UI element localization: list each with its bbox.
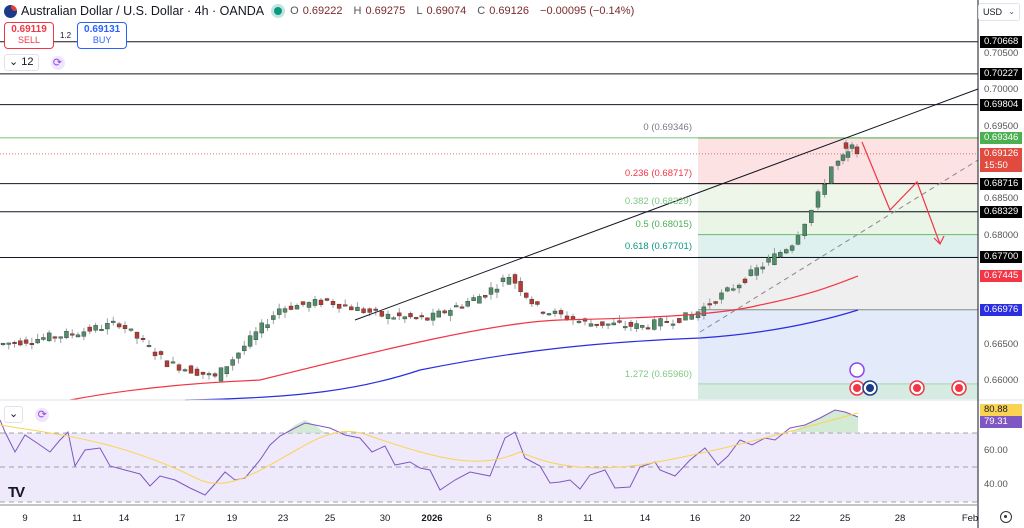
- time-tick: 2026: [421, 513, 443, 524]
- ohlc-values: O 0.69222 H 0.69275 L 0.69074 C 0.69126 −0.0…: [290, 5, 635, 17]
- time-tick: 25: [324, 513, 336, 524]
- time-tick: 22: [789, 513, 801, 524]
- time-tick: Feb: [961, 513, 979, 524]
- fib-zone: [698, 234, 978, 258]
- high-value: 0.69275: [365, 5, 406, 17]
- fib-level-label: 0 (0.69346): [643, 122, 692, 133]
- fib-level-label: 1.272 (0.65960): [624, 369, 692, 380]
- price-badge: 0.70668: [980, 35, 1022, 48]
- time-tick: 6: [486, 513, 492, 524]
- fib-level-label: 0.236 (0.68717): [624, 168, 692, 179]
- fib-zone: [698, 183, 978, 212]
- price-badge: 0.68716: [980, 177, 1022, 190]
- price-tick: 0.70500: [984, 48, 1019, 59]
- trade-panel: 0.69119 SELL 1.2 0.69131 BUY: [4, 22, 128, 49]
- price-tick: 0.66000: [984, 375, 1019, 386]
- rsi-line: [0, 409, 859, 496]
- time-tick: 17: [174, 513, 186, 524]
- economic-event-icon[interactable]: [862, 380, 878, 396]
- rsi-axis-label: 60.00: [984, 445, 1008, 456]
- economic-event-icon[interactable]: [909, 380, 925, 396]
- sell-label: SELL: [17, 35, 41, 45]
- rsi-axis-label: 79.31: [980, 416, 1022, 428]
- indicator-toolbar: ⌄ 12 ⟳: [4, 54, 65, 71]
- time-tick: 20: [739, 513, 751, 524]
- price-badge: 0.69804: [980, 98, 1022, 111]
- dashed-trend-line: [699, 159, 979, 333]
- time-tick: 9: [22, 513, 28, 524]
- economic-event-icon[interactable]: [849, 380, 865, 396]
- indicators-collapse-button[interactable]: ⌄ 12: [4, 54, 39, 71]
- ma-blue-line: [184, 309, 859, 401]
- fib-zone: [698, 309, 978, 384]
- rsi-sync-icon[interactable]: ⟳: [35, 407, 50, 422]
- currency-selector[interactable]: USD ⌄: [978, 3, 1020, 21]
- price-tick: 0.69500: [984, 120, 1019, 132]
- fib-level-label: 0.5 (0.68015): [635, 219, 692, 230]
- symbol-title[interactable]: Australian Dollar / U.S. Dollar · 4h · O…: [21, 4, 265, 18]
- buy-button[interactable]: 0.69131 BUY: [77, 22, 128, 49]
- open-value: 0.69222: [302, 5, 343, 17]
- price-tick: 0.68000: [984, 229, 1019, 241]
- aud-usd-flag-icon: [4, 4, 17, 18]
- rsi-axis-label: 80.88: [980, 404, 1022, 416]
- price-badge: 0.66976: [980, 304, 1022, 317]
- rsi-collapse-button[interactable]: ⌄: [4, 406, 24, 423]
- settings-gear-icon[interactable]: [1000, 511, 1012, 523]
- time-tick: 8: [537, 513, 543, 524]
- close-value: 0.69126: [489, 5, 529, 17]
- tradingview-logo[interactable]: TV: [8, 484, 25, 501]
- rsi-toolbar: ⌄ ⟳: [4, 406, 50, 423]
- buy-label: BUY: [92, 35, 112, 45]
- fib-zone: [698, 383, 978, 400]
- sync-icon[interactable]: ⟳: [50, 55, 65, 70]
- price-badge: 0.67700: [980, 251, 1022, 264]
- price-tick: 0.66500: [984, 338, 1019, 350]
- chevron-down-icon: ⌄: [1008, 7, 1015, 16]
- rsi-band: [0, 433, 978, 502]
- trend-line: [354, 88, 979, 321]
- time-tick: 30: [379, 513, 391, 524]
- time-tick: 28: [894, 513, 906, 524]
- time-tick: 19: [226, 513, 238, 524]
- sell-button[interactable]: 0.69119 SELL: [4, 22, 54, 49]
- time-tick: 23: [277, 513, 289, 524]
- fib-level-label: 0.382 (0.68329): [624, 196, 692, 207]
- buy-price: 0.69131: [84, 24, 121, 35]
- price-badge: 0.69346: [980, 131, 1022, 144]
- ma-red-line: [69, 275, 859, 401]
- price-tick: 0.70000: [984, 84, 1019, 96]
- price-badge: 0.69126 15:50: [980, 147, 1022, 172]
- fib-zone: [698, 211, 978, 235]
- time-tick: 11: [72, 513, 82, 524]
- projection-arrow: [861, 141, 941, 245]
- time-tick: 25: [839, 513, 851, 524]
- time-tick: 11: [583, 513, 593, 524]
- price-badge: 0.67445: [980, 269, 1022, 282]
- economic-event-icon[interactable]: [849, 362, 865, 378]
- price-badge: 0.68329: [980, 205, 1022, 218]
- time-tick: 14: [639, 513, 651, 524]
- sell-price: 0.69119: [11, 24, 47, 35]
- economic-event-icon[interactable]: [951, 380, 967, 396]
- price-tick: 0.68500: [984, 193, 1019, 205]
- rsi-axis-label: 40.00: [984, 479, 1008, 490]
- time-tick: 14: [118, 513, 130, 524]
- change-value: −0.00095 (−0.14%): [540, 5, 635, 17]
- spread-value: 1.2: [60, 31, 72, 40]
- price-badge: 0.70227: [980, 67, 1022, 80]
- time-tick: 16: [689, 513, 701, 524]
- fib-level-label: 0.618 (0.67701): [624, 241, 692, 252]
- market-open-icon: [274, 7, 283, 15]
- low-value: 0.69074: [426, 5, 467, 17]
- symbol-header: Australian Dollar / U.S. Dollar · 4h · O…: [4, 2, 638, 20]
- rsi-ma-line: [0, 412, 859, 484]
